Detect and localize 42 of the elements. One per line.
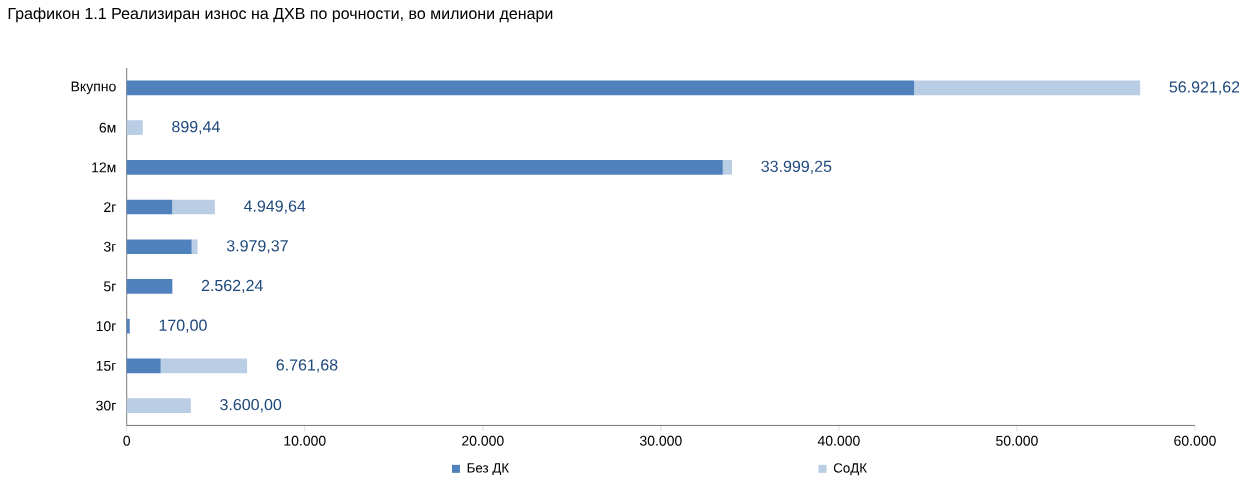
y-tick-label: 6м — [99, 122, 116, 133]
bar — [126, 159, 723, 175]
legend-label: Без ДК — [467, 463, 510, 475]
bar — [126, 278, 173, 294]
bar — [126, 80, 915, 95]
x-tick-label: 10.000 — [284, 435, 326, 446]
y-tick-label: 3г — [103, 241, 116, 252]
y-tick-label: 15г — [96, 360, 116, 371]
bar — [722, 159, 733, 175]
x-tick-label: 30.000 — [639, 435, 682, 446]
total-label: 56.921,62 — [1169, 81, 1239, 95]
bar — [126, 120, 143, 135]
bar — [191, 239, 198, 254]
bar — [126, 318, 130, 334]
bar — [126, 239, 192, 254]
total-label: 2.562,24 — [201, 279, 263, 293]
y-tick-label: 12м — [92, 162, 116, 172]
bar — [160, 358, 248, 373]
y-tick-label: 2г — [104, 201, 116, 212]
bar — [126, 199, 173, 215]
total-label: 6.761,68 — [276, 359, 338, 373]
total-label: 3.979,37 — [226, 239, 288, 254]
y-tick-label: 30г — [96, 400, 116, 411]
bar — [914, 80, 1141, 95]
total-label: 170,00 — [159, 319, 207, 333]
legend-label: СоДК — [833, 463, 867, 475]
total-label: 4.949,64 — [243, 200, 306, 214]
bar — [126, 358, 161, 373]
x-tick-label: 0 — [123, 435, 131, 446]
y-tick-label: 10г — [96, 320, 116, 331]
x-tick-label: 40.000 — [817, 435, 860, 446]
bar — [126, 398, 191, 413]
total-label: 899,44 — [172, 120, 220, 134]
total-label: 3.600,00 — [220, 398, 282, 412]
x-tick-label: 60.000 — [1174, 435, 1216, 446]
y-tick-label: Вкупно — [71, 81, 116, 94]
x-tick-label: 50.000 — [996, 435, 1038, 446]
total-label: 33.999,25 — [761, 160, 832, 174]
bar — [172, 199, 215, 215]
chart-title: Графикон 1.1 Реализиран износ на ДХВ по рочности, во милиони денари — [8, 7, 553, 23]
y-tick-label: 5г — [103, 281, 116, 292]
x-tick-label: 20.000 — [462, 435, 504, 446]
